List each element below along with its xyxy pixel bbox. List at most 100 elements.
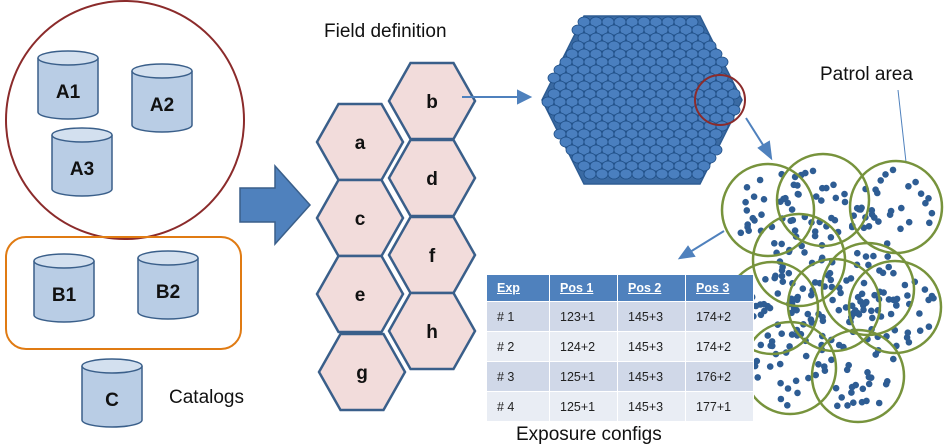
star-dot — [771, 240, 778, 247]
star-dot — [859, 385, 867, 393]
field-hex-f: f — [387, 215, 477, 295]
field-definition-label: Field definition — [324, 21, 447, 42]
field-label: d — [426, 169, 438, 190]
tile-disk — [691, 168, 705, 180]
star-dot — [882, 171, 889, 178]
star-dot — [890, 355, 897, 363]
star-dot — [875, 218, 882, 225]
table-cell: 124+2 — [549, 331, 618, 362]
star-dot — [762, 276, 769, 283]
star-dot — [743, 184, 751, 191]
field-hex-a: a — [315, 102, 405, 182]
star-dot — [841, 190, 848, 198]
star-dot — [760, 196, 768, 203]
star-dot — [852, 381, 859, 389]
star-dot — [793, 296, 801, 304]
star-dot — [879, 269, 887, 277]
field-hex-h: h — [387, 291, 477, 371]
star-dot — [865, 373, 873, 381]
table-cell: # 1 — [487, 301, 550, 332]
star-dot — [767, 342, 774, 350]
star-dot — [793, 306, 800, 314]
star-dot — [757, 341, 765, 349]
star-dot — [854, 249, 861, 257]
star-dot — [828, 214, 835, 222]
star-dot — [749, 214, 757, 222]
catalog-label: B2 — [156, 282, 180, 303]
star-dot — [780, 195, 787, 203]
table-row: # 1 123+1 145+3 174+2 — [487, 301, 754, 332]
star-dot — [778, 330, 785, 338]
patrol-circle — [775, 152, 871, 248]
field-label: c — [355, 209, 366, 230]
tiled-field-disks — [541, 16, 741, 180]
field-label: h — [426, 322, 438, 343]
star-dot — [897, 225, 904, 233]
tile-disk — [619, 168, 633, 180]
table-cell: 145+3 — [617, 331, 686, 362]
star-dot — [778, 267, 786, 274]
star-dot — [790, 181, 798, 189]
star-dot — [784, 199, 792, 207]
star-dot — [844, 402, 851, 409]
star-dot — [887, 207, 895, 215]
catalog-cylinder-a2: A2 — [131, 63, 193, 133]
table-cell: 123+1 — [549, 301, 618, 332]
star-dot — [743, 207, 751, 214]
exposure-table: Exp Pos 1 Pos 2 Pos 3 # 1 123+1 145+3 17… — [487, 275, 754, 421]
catalog-cylinder-b2: B2 — [137, 250, 199, 320]
star-dot — [826, 269, 834, 277]
tile-disk — [721, 80, 735, 92]
patrol-area-label: Patrol area — [820, 64, 913, 85]
star-dot — [865, 223, 873, 230]
table-cell: 177+1 — [685, 391, 754, 421]
star-dot — [802, 352, 810, 360]
header-pos1: Pos 1 — [549, 275, 618, 302]
star-dot — [829, 296, 836, 304]
star-dot — [819, 184, 826, 192]
star-dot — [928, 209, 936, 217]
star-dot — [799, 285, 807, 293]
star-dot — [753, 357, 761, 365]
star-dot — [801, 249, 808, 256]
field-hex-b: b — [387, 61, 477, 141]
table-cell: 145+3 — [617, 391, 686, 421]
table-cell: 176+2 — [685, 361, 754, 392]
star-dot — [832, 384, 840, 392]
star-dot — [922, 199, 929, 207]
star-dot — [912, 178, 919, 186]
tile-disk — [583, 168, 597, 180]
star-dot — [865, 380, 873, 388]
field-label: f — [429, 246, 436, 267]
star-dot — [757, 301, 764, 308]
star-dot — [860, 279, 868, 287]
star-dot — [926, 219, 933, 227]
star-dot — [778, 272, 786, 280]
star-dot — [857, 298, 864, 305]
star-dot — [904, 329, 912, 337]
patrol-circle — [720, 162, 816, 258]
catalog-cylinder-c: C — [81, 358, 143, 428]
star-dot — [837, 289, 844, 297]
tile-disk — [607, 168, 621, 180]
star-dot — [827, 234, 835, 241]
star-dot — [874, 189, 881, 197]
star-dot — [901, 281, 909, 289]
star-dot — [905, 218, 913, 226]
star-dot — [834, 402, 841, 410]
connection-arrows — [462, 89, 907, 260]
star-dot — [812, 193, 820, 200]
field-label: e — [355, 285, 366, 306]
star-dot — [893, 295, 901, 303]
tile-disk — [685, 16, 699, 28]
table-cell: 174+2 — [685, 301, 754, 332]
table-cell: # 3 — [487, 361, 550, 392]
table-cell: # 2 — [487, 331, 550, 362]
catalog-label: A2 — [150, 95, 174, 116]
table-cell: 145+3 — [617, 361, 686, 392]
star-dot — [792, 377, 800, 385]
star-dot — [809, 167, 817, 175]
tile-disk — [643, 168, 657, 180]
star-dot — [818, 197, 825, 204]
